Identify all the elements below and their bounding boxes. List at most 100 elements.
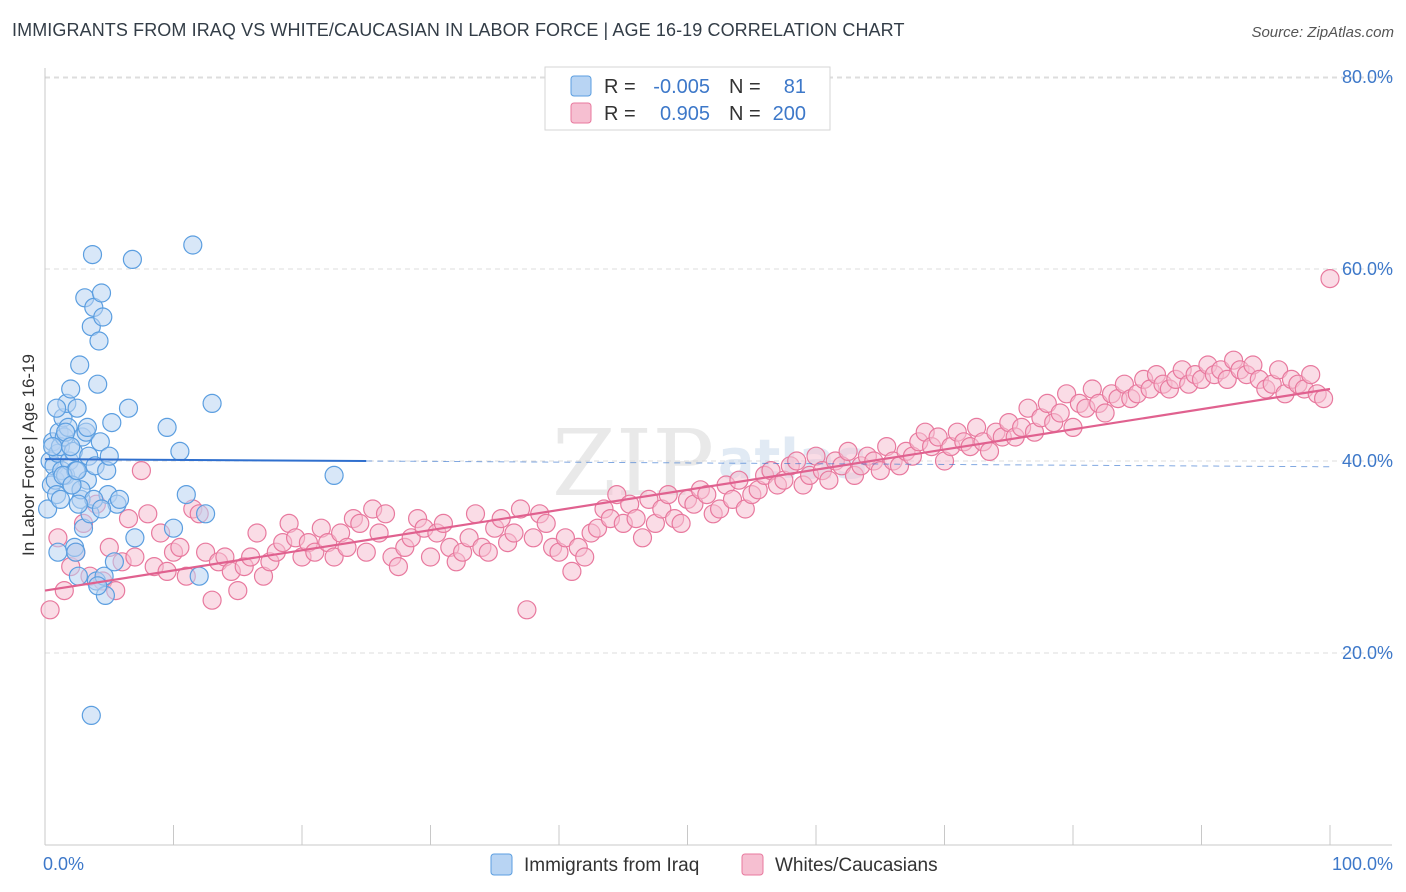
iraq-point <box>157 417 177 437</box>
legend-n-label: N = <box>729 76 761 98</box>
legend-n-value: 200 <box>773 103 806 125</box>
whites-point <box>170 537 190 558</box>
whites-point <box>1018 398 1038 418</box>
whites-point <box>420 547 441 567</box>
legend-swatch-iraq <box>570 75 592 97</box>
bottom-legend-item-whites: Whites/Caucasians <box>741 853 938 876</box>
y-tick-label: 80.0% <box>1342 67 1393 87</box>
iraq-point <box>91 499 112 519</box>
iraq-point <box>50 489 71 509</box>
whites-point <box>202 590 222 610</box>
legend: R = -0.005 N = 81 R = 0.905 N = 200 <box>544 66 831 131</box>
legend-r-label: R = <box>604 103 636 125</box>
whites-point <box>465 504 486 524</box>
whites-point <box>722 489 743 509</box>
bottom-legend: Immigrants from Iraq Whites/Caucasians <box>490 853 938 876</box>
whites-point <box>1056 384 1077 404</box>
whites-point <box>510 499 531 519</box>
iraq-point <box>82 245 103 265</box>
legend-r-value: -0.005 <box>653 76 710 98</box>
bottom-legend-item-iraq: Immigrants from Iraq <box>490 853 699 876</box>
iraq-point <box>170 441 190 461</box>
whites-point <box>1313 389 1334 409</box>
whites-point <box>575 547 595 567</box>
iraq-point <box>122 249 142 269</box>
iraq-point <box>93 307 113 327</box>
trend-line-iraq <box>44 458 367 462</box>
iraq-point <box>46 398 67 418</box>
whites-point <box>196 542 216 562</box>
whites-point <box>138 504 158 524</box>
y-tick-labels: 20.0% 40.0% 60.0% 80.0% <box>1342 67 1393 663</box>
whites-point <box>671 513 691 534</box>
legend-swatch-whites <box>570 102 592 124</box>
whites-point <box>979 441 1000 461</box>
whites-point <box>1301 365 1321 385</box>
iraq-point <box>37 499 58 519</box>
x-tick-labels: 0.0% 100.0% <box>43 854 1393 874</box>
iraq-point <box>67 461 87 481</box>
whites-point <box>40 600 60 620</box>
iraq-point <box>88 374 108 394</box>
iraq-point <box>67 398 87 418</box>
whites-point <box>1217 369 1237 389</box>
whites-point <box>697 485 717 505</box>
whites-point <box>356 542 376 562</box>
iraq-point <box>61 437 81 457</box>
iraq-point <box>104 552 125 572</box>
trend-line-whites <box>44 387 1331 592</box>
legend-n-value: 81 <box>784 76 806 98</box>
iraq-point <box>89 331 109 351</box>
whites-point <box>478 542 498 562</box>
whites-point <box>350 513 370 534</box>
iraq-point <box>77 417 98 437</box>
bottom-legend-swatch-iraq <box>490 853 513 876</box>
x-tick-label-min: 0.0% <box>43 854 84 874</box>
whites-point <box>632 528 653 548</box>
series-iraq-points <box>37 235 344 726</box>
iraq-point <box>81 705 101 726</box>
y-axis-label: In Labor Force | Age 16-19 <box>19 354 38 556</box>
whites-point <box>1320 269 1340 289</box>
x-tick-label-max: 100.0% <box>1332 854 1393 874</box>
whites-point <box>709 499 730 519</box>
whites-point <box>131 461 151 481</box>
iraq-point <box>68 566 89 586</box>
iraq-point <box>118 398 139 418</box>
iraq-point <box>66 542 86 562</box>
legend-r-value: 0.905 <box>660 103 710 125</box>
whites-point <box>819 470 839 490</box>
iraq-point <box>48 542 68 562</box>
source-label: Source: ZipAtlas.com <box>1251 24 1394 41</box>
whites-point <box>536 513 556 534</box>
whites-point <box>337 537 357 558</box>
trend-lines <box>44 387 1331 592</box>
whites-point <box>125 547 145 567</box>
whites-point <box>504 523 524 543</box>
y-tick-label: 20.0% <box>1342 643 1393 663</box>
iraq-point <box>88 576 108 596</box>
iraq-point <box>109 489 130 509</box>
iraq-point <box>91 283 112 303</box>
whites-point <box>870 461 890 481</box>
iraq-point <box>125 528 145 548</box>
bottom-legend-swatch-whites <box>741 853 764 876</box>
whites-point <box>228 580 248 601</box>
whites-point <box>1037 393 1057 413</box>
legend-row-whites: R = 0.905 N = 200 <box>570 102 806 125</box>
whites-point <box>459 528 479 548</box>
iraq-point <box>68 494 89 514</box>
whites-point <box>517 600 537 620</box>
whites-point <box>626 508 646 529</box>
iraq-point <box>189 566 209 586</box>
iraq-point <box>99 446 119 466</box>
whites-point <box>523 528 543 548</box>
whites-point <box>118 508 139 529</box>
whites-point <box>54 580 74 601</box>
iraq-point <box>176 485 196 505</box>
whites-point <box>247 523 267 543</box>
y-tick-label: 60.0% <box>1342 259 1393 279</box>
iraq-point <box>70 355 90 375</box>
y-tick-label: 40.0% <box>1342 451 1393 471</box>
